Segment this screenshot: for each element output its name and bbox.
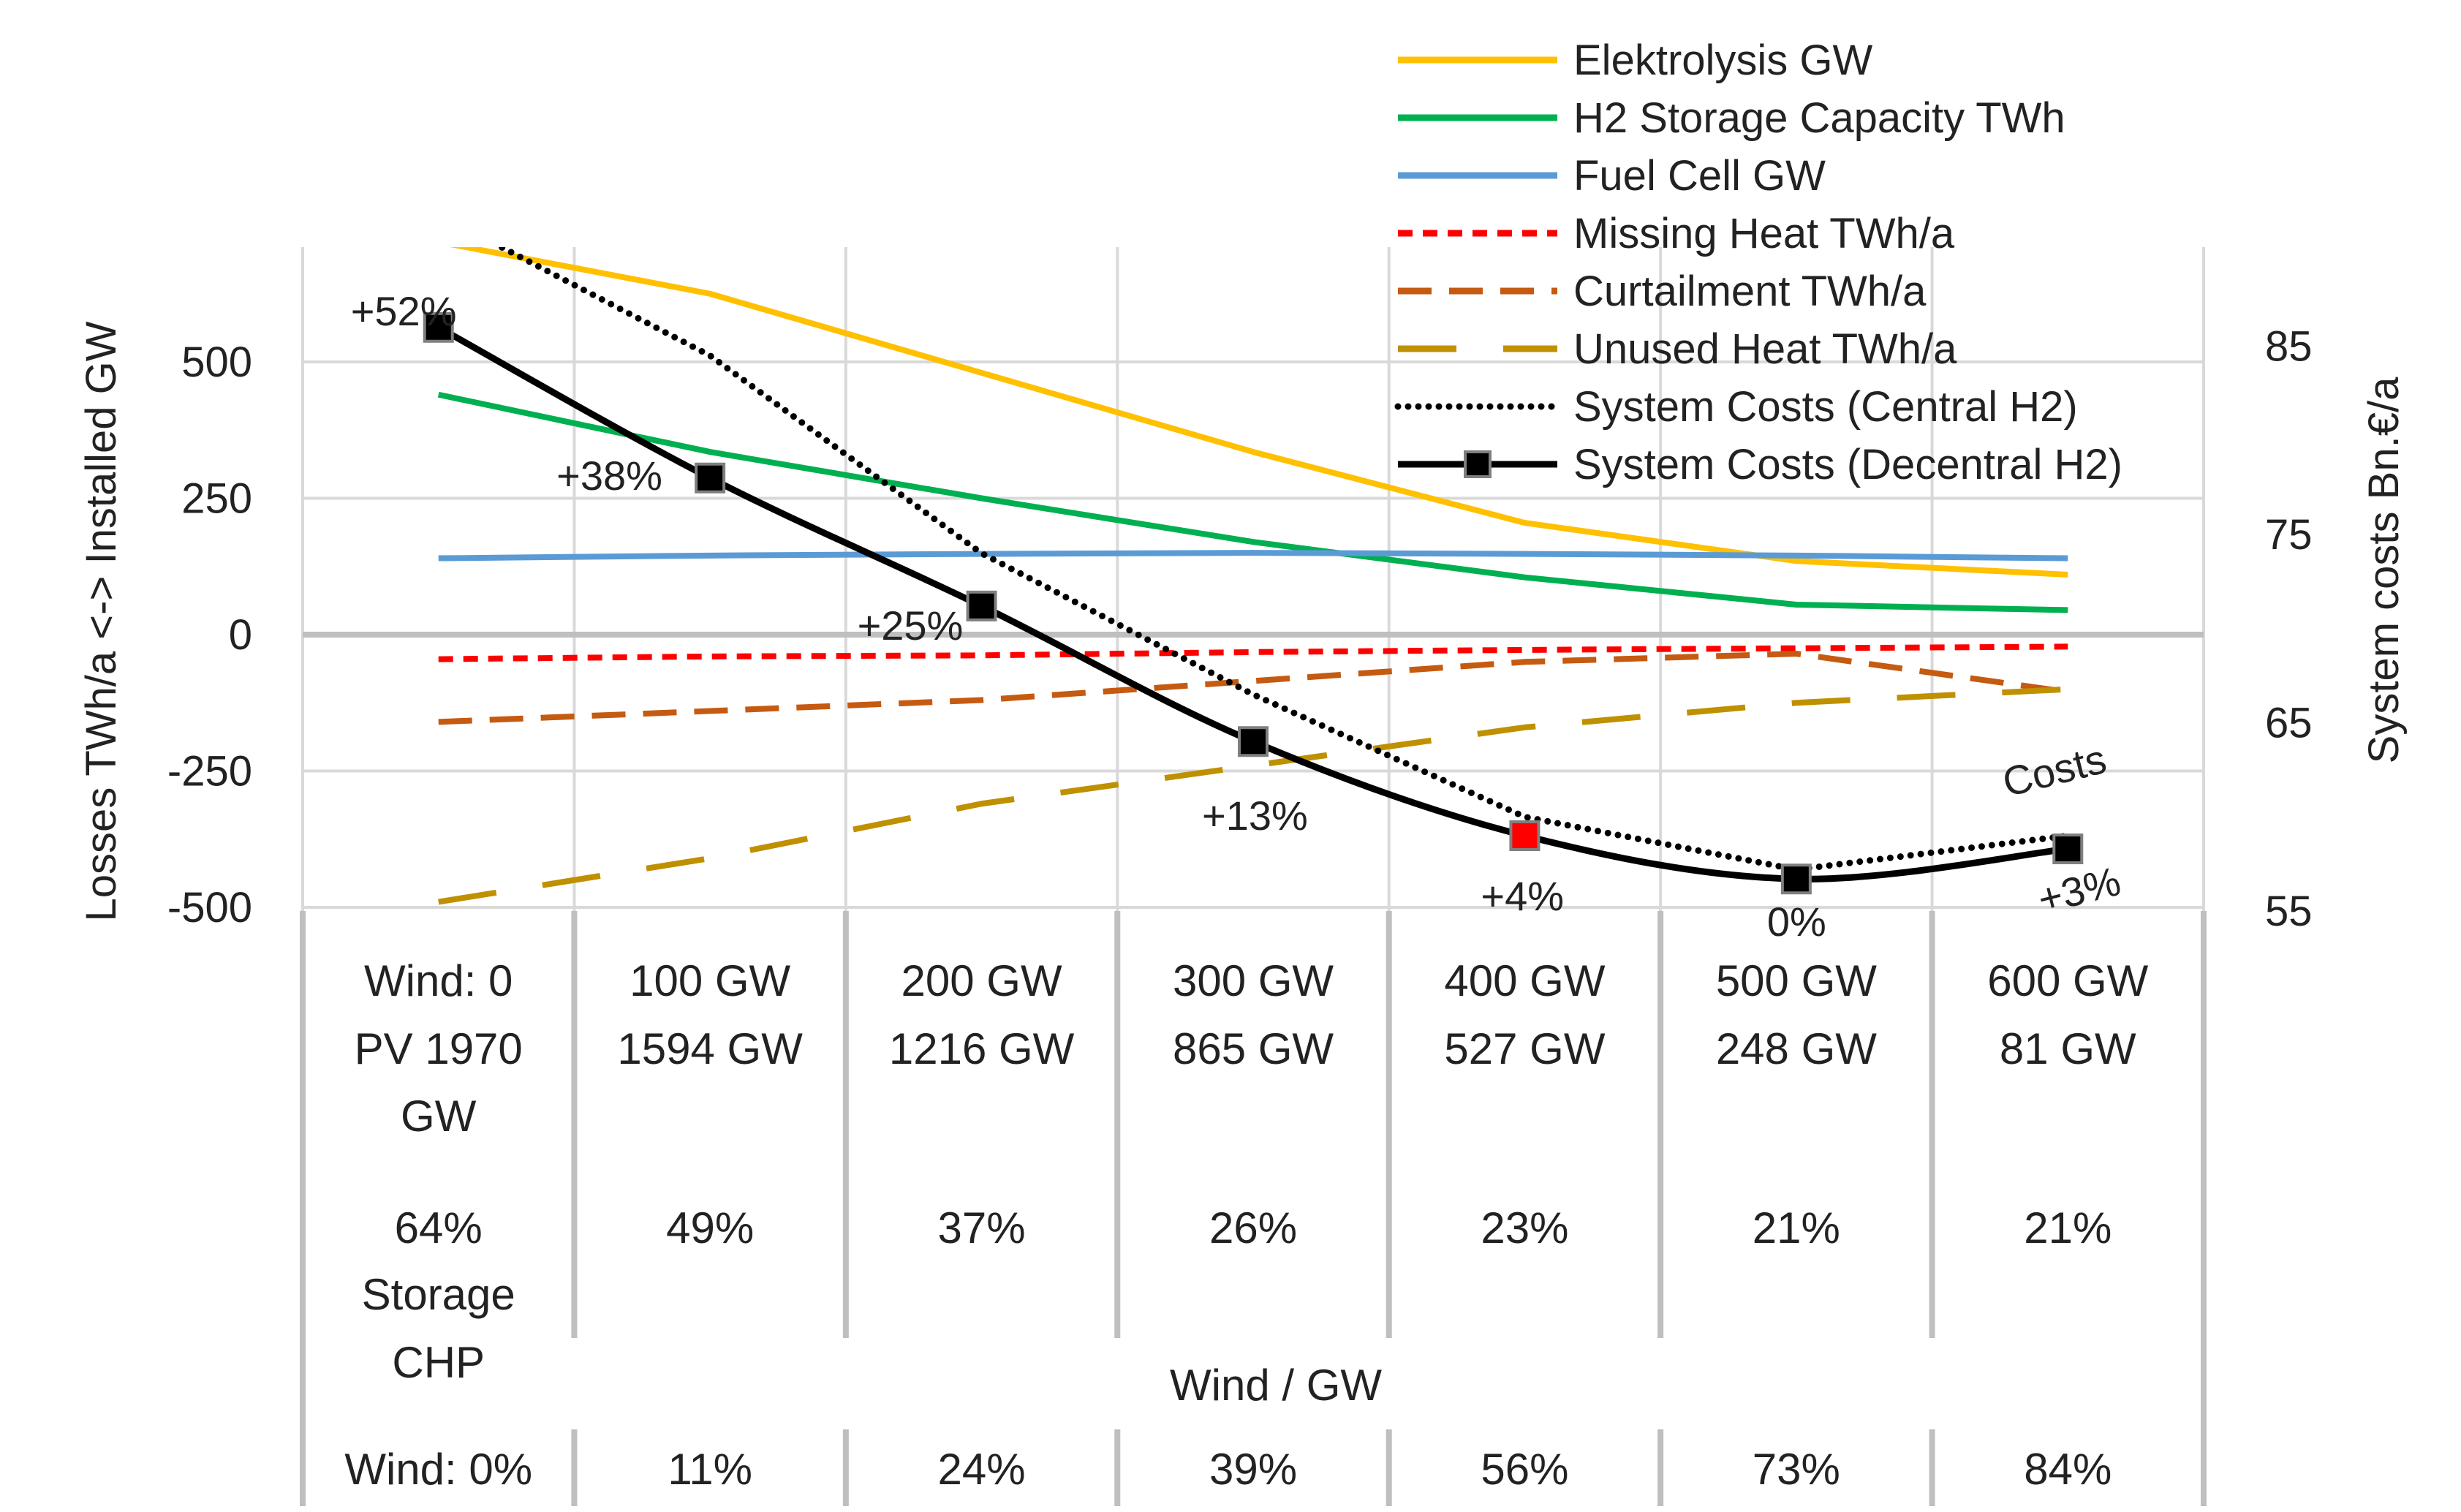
table-cell: Wind: 0% <box>344 1445 532 1494</box>
y-axis-right-label: System costs Bn.€/a <box>2360 377 2408 763</box>
data-point-decentral <box>423 311 454 343</box>
table-cell: 400 GW <box>1444 956 1605 1005</box>
table-cell: 37% <box>938 1203 1026 1252</box>
table-cell: CHP <box>392 1338 485 1387</box>
legend-label-decentral: System Costs (Decentral H2) <box>1573 441 2122 488</box>
costs-label: Costs <box>1998 736 2111 806</box>
right-tick-label: 85 <box>2265 323 2313 371</box>
legend-label-missingheat: Missing Heat TWh/a <box>1573 210 1955 257</box>
table-cell: 1594 GW <box>617 1024 803 1073</box>
table-cell: 21% <box>2024 1203 2112 1252</box>
legend-marker <box>1464 450 1492 478</box>
left-tick-label: 500 <box>181 339 252 386</box>
right-tick-label: 75 <box>2265 511 2313 559</box>
table-cell: 200 GW <box>901 956 1062 1005</box>
right-tick-label: 55 <box>2265 888 2313 935</box>
table-cell: 300 GW <box>1173 956 1334 1005</box>
table-cell: 100 GW <box>630 956 790 1005</box>
table-cell: 49% <box>666 1203 754 1252</box>
table-cell: 11% <box>668 1445 752 1494</box>
category-table: Wind: 0 100 GW 200 GW 300 GW 400 GW 500 GW 600… <box>300 911 2207 1506</box>
table-cell: PV 1970 <box>355 1024 523 1073</box>
x-axis-label: Wind / GW <box>1170 1361 1382 1410</box>
table-cell: Storage <box>362 1270 515 1319</box>
table-cell: 23% <box>1481 1203 1568 1252</box>
legend-label-unusedheat: Unused Heat TWh/a <box>1573 325 1957 373</box>
table-cell: 500 GW <box>1716 956 1877 1005</box>
data-point-decentral <box>1780 863 1812 895</box>
table-cell: Wind: 0 <box>364 956 513 1005</box>
table-cell: 21% <box>1753 1203 1840 1252</box>
series-elektrolysis <box>450 247 2068 578</box>
table-cell: 39% <box>1209 1445 1297 1494</box>
left-tick-label: 0 <box>229 611 252 659</box>
table-cell: 527 GW <box>1444 1024 1605 1073</box>
axes: 500 250 0 -250 -500 85 75 65 55 Losses TWh/a <-> … <box>78 321 2408 935</box>
series-curtailment <box>438 651 2068 725</box>
data-point-decentral <box>2052 834 2084 865</box>
grid <box>301 247 2205 911</box>
cost-annotation: +13% <box>1202 793 1308 839</box>
cost-annotation: +3% <box>2033 858 2125 923</box>
table-cell: 248 GW <box>1716 1024 1877 1073</box>
data-point-decentral <box>966 590 997 621</box>
cost-annotation: 0% <box>1767 899 1826 945</box>
table-cell: 64% <box>395 1203 483 1252</box>
cost-annotation: +52% <box>351 288 457 334</box>
series-unusedheat <box>438 686 2068 905</box>
data-point-decentral <box>695 462 726 494</box>
data-point-decentral <box>1509 820 1541 851</box>
legend-label-fuelcell: Fuel Cell GW <box>1573 152 1826 200</box>
table-cell: 24% <box>938 1445 1026 1494</box>
table-cell: 26% <box>1209 1203 1297 1252</box>
markers <box>423 311 2084 895</box>
legend: Elektrolysis GW H2 Storage Capacity TWh Fu… <box>1394 37 2122 488</box>
data-point-decentral <box>1238 726 1269 757</box>
table-cell: 1216 GW <box>889 1024 1075 1073</box>
y-axis-left-label: Losses TWh/a <-> Installed GW <box>78 321 125 921</box>
left-tick-label: -500 <box>167 884 252 931</box>
legend-label-curtailment: Curtailment TWh/a <box>1573 268 1927 315</box>
cost-annotation: +25% <box>858 602 964 649</box>
table-cell: 73% <box>1753 1445 1840 1494</box>
cost-annotation: +4% <box>1481 873 1564 919</box>
table-cell: 84% <box>2024 1445 2112 1494</box>
legend-label-elektrolysis: Elektrolysis GW <box>1573 37 1873 84</box>
table-cell: 81 GW <box>2000 1024 2136 1073</box>
table-cell: GW <box>401 1092 477 1141</box>
table-cell: 56% <box>1481 1445 1568 1494</box>
series-h2storage <box>437 391 2068 613</box>
cost-annotation: +38% <box>556 453 662 499</box>
left-tick-label: -250 <box>167 748 252 795</box>
table-cell: 865 GW <box>1173 1024 1334 1073</box>
legend-label-central: System Costs (Central H2) <box>1573 383 2078 431</box>
right-tick-label: 65 <box>2265 700 2313 747</box>
legend-label-h2storage: H2 Storage Capacity TWh <box>1573 94 2065 142</box>
series-fuelcell <box>438 550 2068 562</box>
left-tick-label: 250 <box>181 475 252 523</box>
table-cell: 600 GW <box>1987 956 2148 1005</box>
